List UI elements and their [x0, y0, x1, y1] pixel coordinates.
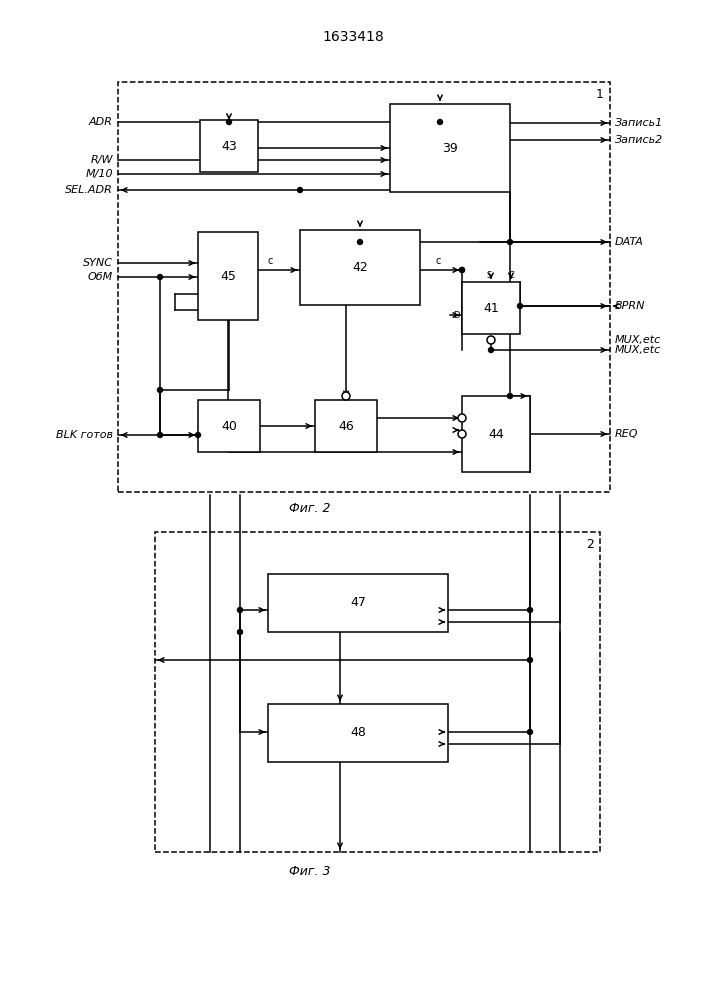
Text: D: D — [453, 310, 460, 320]
Circle shape — [458, 414, 466, 422]
Circle shape — [458, 430, 466, 438]
Circle shape — [226, 119, 231, 124]
Circle shape — [238, 607, 243, 612]
Text: Запись1: Запись1 — [615, 118, 663, 128]
Text: R/W: R/W — [90, 155, 113, 165]
Circle shape — [508, 239, 513, 244]
Text: SEL.ADR: SEL.ADR — [65, 185, 113, 195]
Text: 42: 42 — [352, 261, 368, 274]
Text: c: c — [267, 256, 273, 266]
Text: MUX,etc: MUX,etc — [615, 345, 661, 355]
Text: ADR: ADR — [89, 117, 113, 127]
Circle shape — [342, 392, 350, 400]
Text: Фиг. 2: Фиг. 2 — [289, 502, 331, 515]
Circle shape — [489, 348, 493, 353]
Text: DATA: DATA — [615, 237, 644, 247]
Circle shape — [460, 267, 464, 272]
Circle shape — [487, 336, 495, 344]
Text: 39: 39 — [442, 141, 458, 154]
Bar — [462, 282, 520, 334]
Circle shape — [527, 730, 532, 734]
Circle shape — [460, 267, 464, 272]
Circle shape — [508, 393, 513, 398]
Text: 46: 46 — [338, 420, 354, 432]
Text: 1: 1 — [596, 88, 604, 101]
Text: C: C — [508, 271, 514, 280]
Text: M/10: M/10 — [86, 169, 113, 179]
Text: SYNC: SYNC — [83, 258, 113, 268]
Circle shape — [527, 658, 532, 662]
Circle shape — [158, 274, 163, 279]
Text: S: S — [486, 271, 491, 280]
Bar — [268, 704, 448, 762]
Text: BLK готов: BLK готов — [56, 430, 113, 440]
Circle shape — [238, 630, 243, 635]
Bar — [118, 82, 610, 492]
Circle shape — [196, 432, 201, 438]
Bar — [200, 120, 258, 172]
Text: 40: 40 — [221, 420, 237, 432]
Text: 45: 45 — [220, 269, 236, 282]
Text: Фиг. 3: Фиг. 3 — [289, 865, 331, 878]
Circle shape — [298, 188, 303, 192]
Circle shape — [438, 119, 443, 124]
Text: 2: 2 — [586, 538, 594, 551]
Bar — [268, 574, 448, 632]
Circle shape — [158, 387, 163, 392]
Circle shape — [527, 607, 532, 612]
Text: c: c — [436, 256, 440, 266]
Text: BPRN: BPRN — [615, 301, 645, 311]
Bar — [300, 230, 420, 305]
Text: 47: 47 — [350, 596, 366, 609]
Bar — [198, 400, 260, 452]
Text: Запись2: Запись2 — [615, 135, 663, 145]
Text: 44: 44 — [488, 428, 504, 440]
Circle shape — [358, 239, 363, 244]
Text: ОбМ: ОбМ — [88, 272, 113, 282]
Text: 43: 43 — [221, 139, 237, 152]
Bar — [462, 396, 530, 472]
Text: REQ: REQ — [615, 429, 638, 439]
Text: 48: 48 — [350, 726, 366, 740]
Text: 1633418: 1633418 — [322, 30, 384, 44]
Bar — [155, 532, 600, 852]
Circle shape — [518, 304, 522, 308]
Circle shape — [158, 432, 163, 438]
Bar — [315, 400, 377, 452]
Text: 41: 41 — [483, 302, 499, 314]
Text: MUX,etc: MUX,etc — [615, 335, 661, 345]
Bar — [198, 232, 258, 320]
Bar — [390, 104, 510, 192]
